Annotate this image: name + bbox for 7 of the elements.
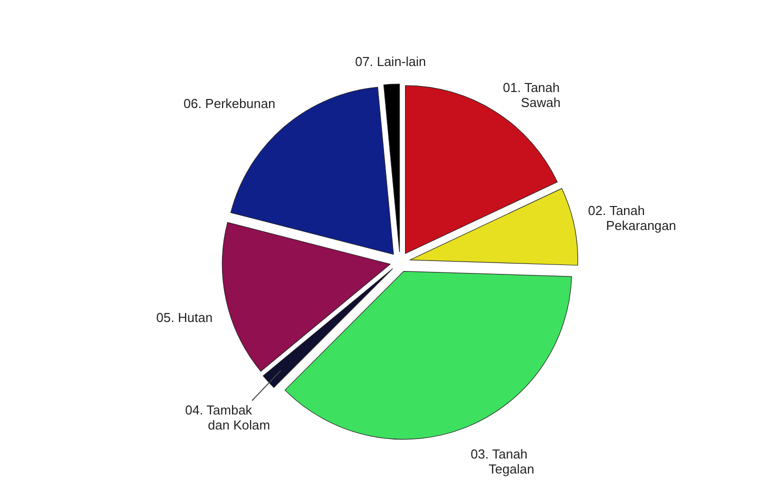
slice-label: 02. Tanah Pekarangan: [588, 203, 676, 234]
slice-label: 07. Lain-lain: [355, 54, 426, 70]
slice-label: 04. Tambak dan Kolam: [185, 402, 270, 433]
slice-label: 01. Tanah Sawah: [502, 80, 561, 110]
slice-label: 06. Perkebunan: [184, 96, 276, 111]
slice-label: 05. Hutan: [156, 310, 213, 325]
slice-label: 03. Tanah Tegalan: [470, 446, 534, 477]
